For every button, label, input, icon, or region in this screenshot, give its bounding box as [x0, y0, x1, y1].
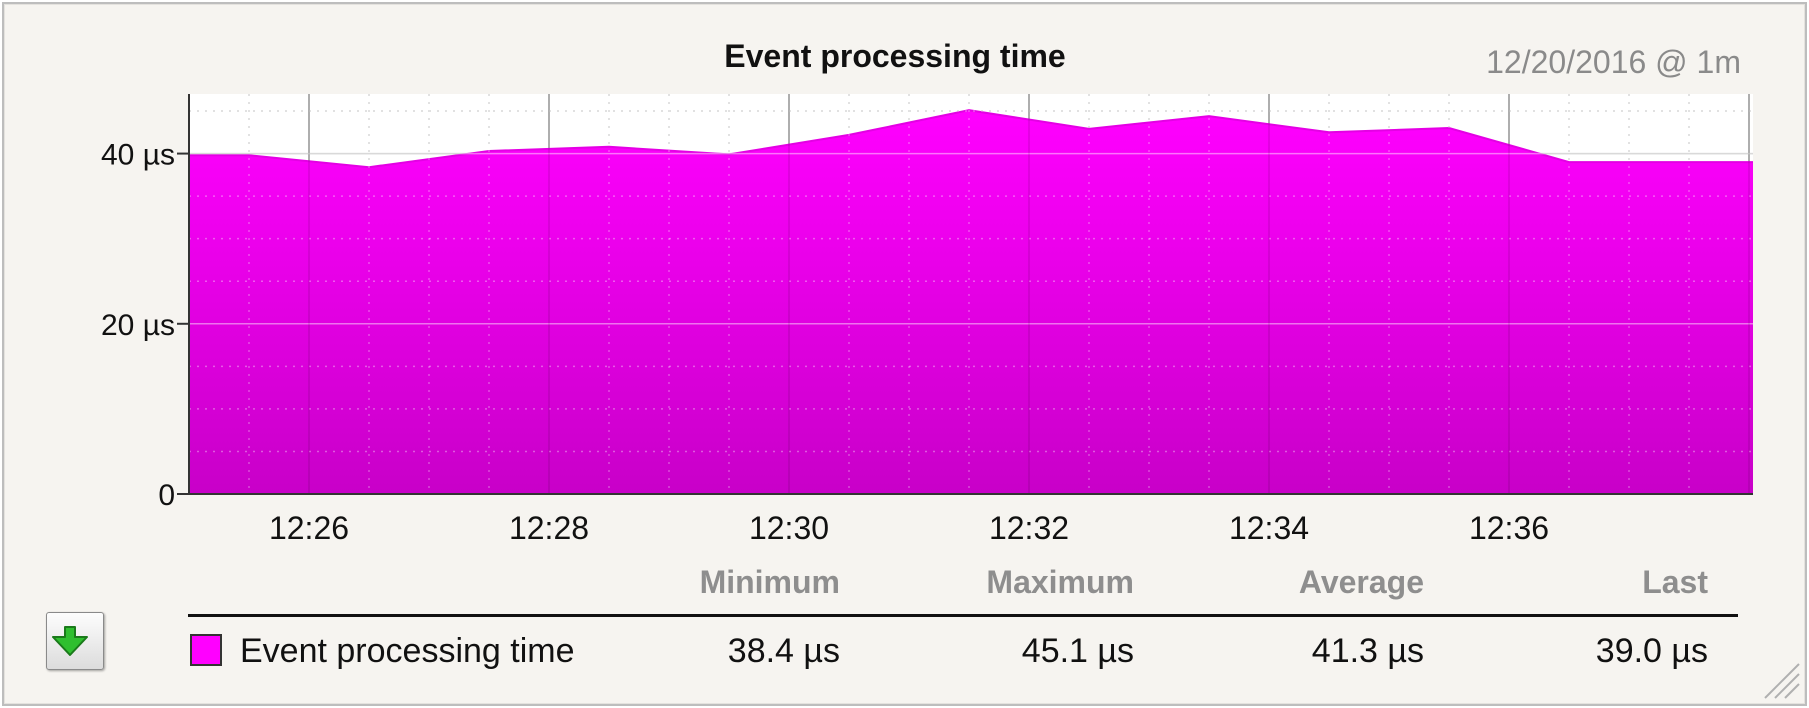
x-axis-labels: 12:26 12:28 12:30 12:32 12:34 12:36: [269, 510, 1549, 546]
stat-header-minimum: Minimum: [699, 564, 840, 600]
y-tick-label: 0: [158, 479, 175, 512]
stat-header-maximum: Maximum: [986, 564, 1134, 600]
chart-title: Event processing time: [724, 38, 1066, 74]
axes: [177, 94, 1753, 495]
stat-value-maximum: 45.1 µs: [1021, 632, 1134, 670]
stat-value-last: 39.0 µs: [1595, 632, 1708, 670]
grid-overlay: [189, 94, 1753, 494]
legend-swatch: [190, 634, 222, 666]
y-tick-label: 40 µs: [101, 139, 175, 172]
stat-value-minimum: 38.4 µs: [727, 632, 840, 670]
stat-value-average: 41.3 µs: [1311, 632, 1424, 670]
series-line: [189, 109, 1753, 169]
x-tick-label: 12:32: [989, 510, 1069, 546]
y-axis-labels: 0 20 µs 40 µs: [101, 139, 175, 512]
legend-series-name: Event processing time: [240, 632, 575, 670]
stat-header-average: Average: [1298, 564, 1424, 600]
series-area: [189, 110, 1753, 494]
stat-header-last: Last: [1642, 564, 1708, 600]
x-tick-label: 12:28: [509, 510, 589, 546]
x-tick-label: 12:30: [749, 510, 829, 546]
download-arrow-icon: [52, 626, 88, 656]
y-tick-label: 20 µs: [101, 309, 175, 342]
x-tick-label: 12:26: [269, 510, 349, 546]
x-tick-label: 12:34: [1229, 510, 1309, 546]
resize-grip-icon[interactable]: [1761, 660, 1801, 700]
x-tick-label: 12:36: [1469, 510, 1549, 546]
stats-divider: [188, 614, 1738, 617]
export-button[interactable]: [46, 612, 104, 670]
date-interval-label: 12/20/2016 @ 1m: [1486, 44, 1741, 80]
